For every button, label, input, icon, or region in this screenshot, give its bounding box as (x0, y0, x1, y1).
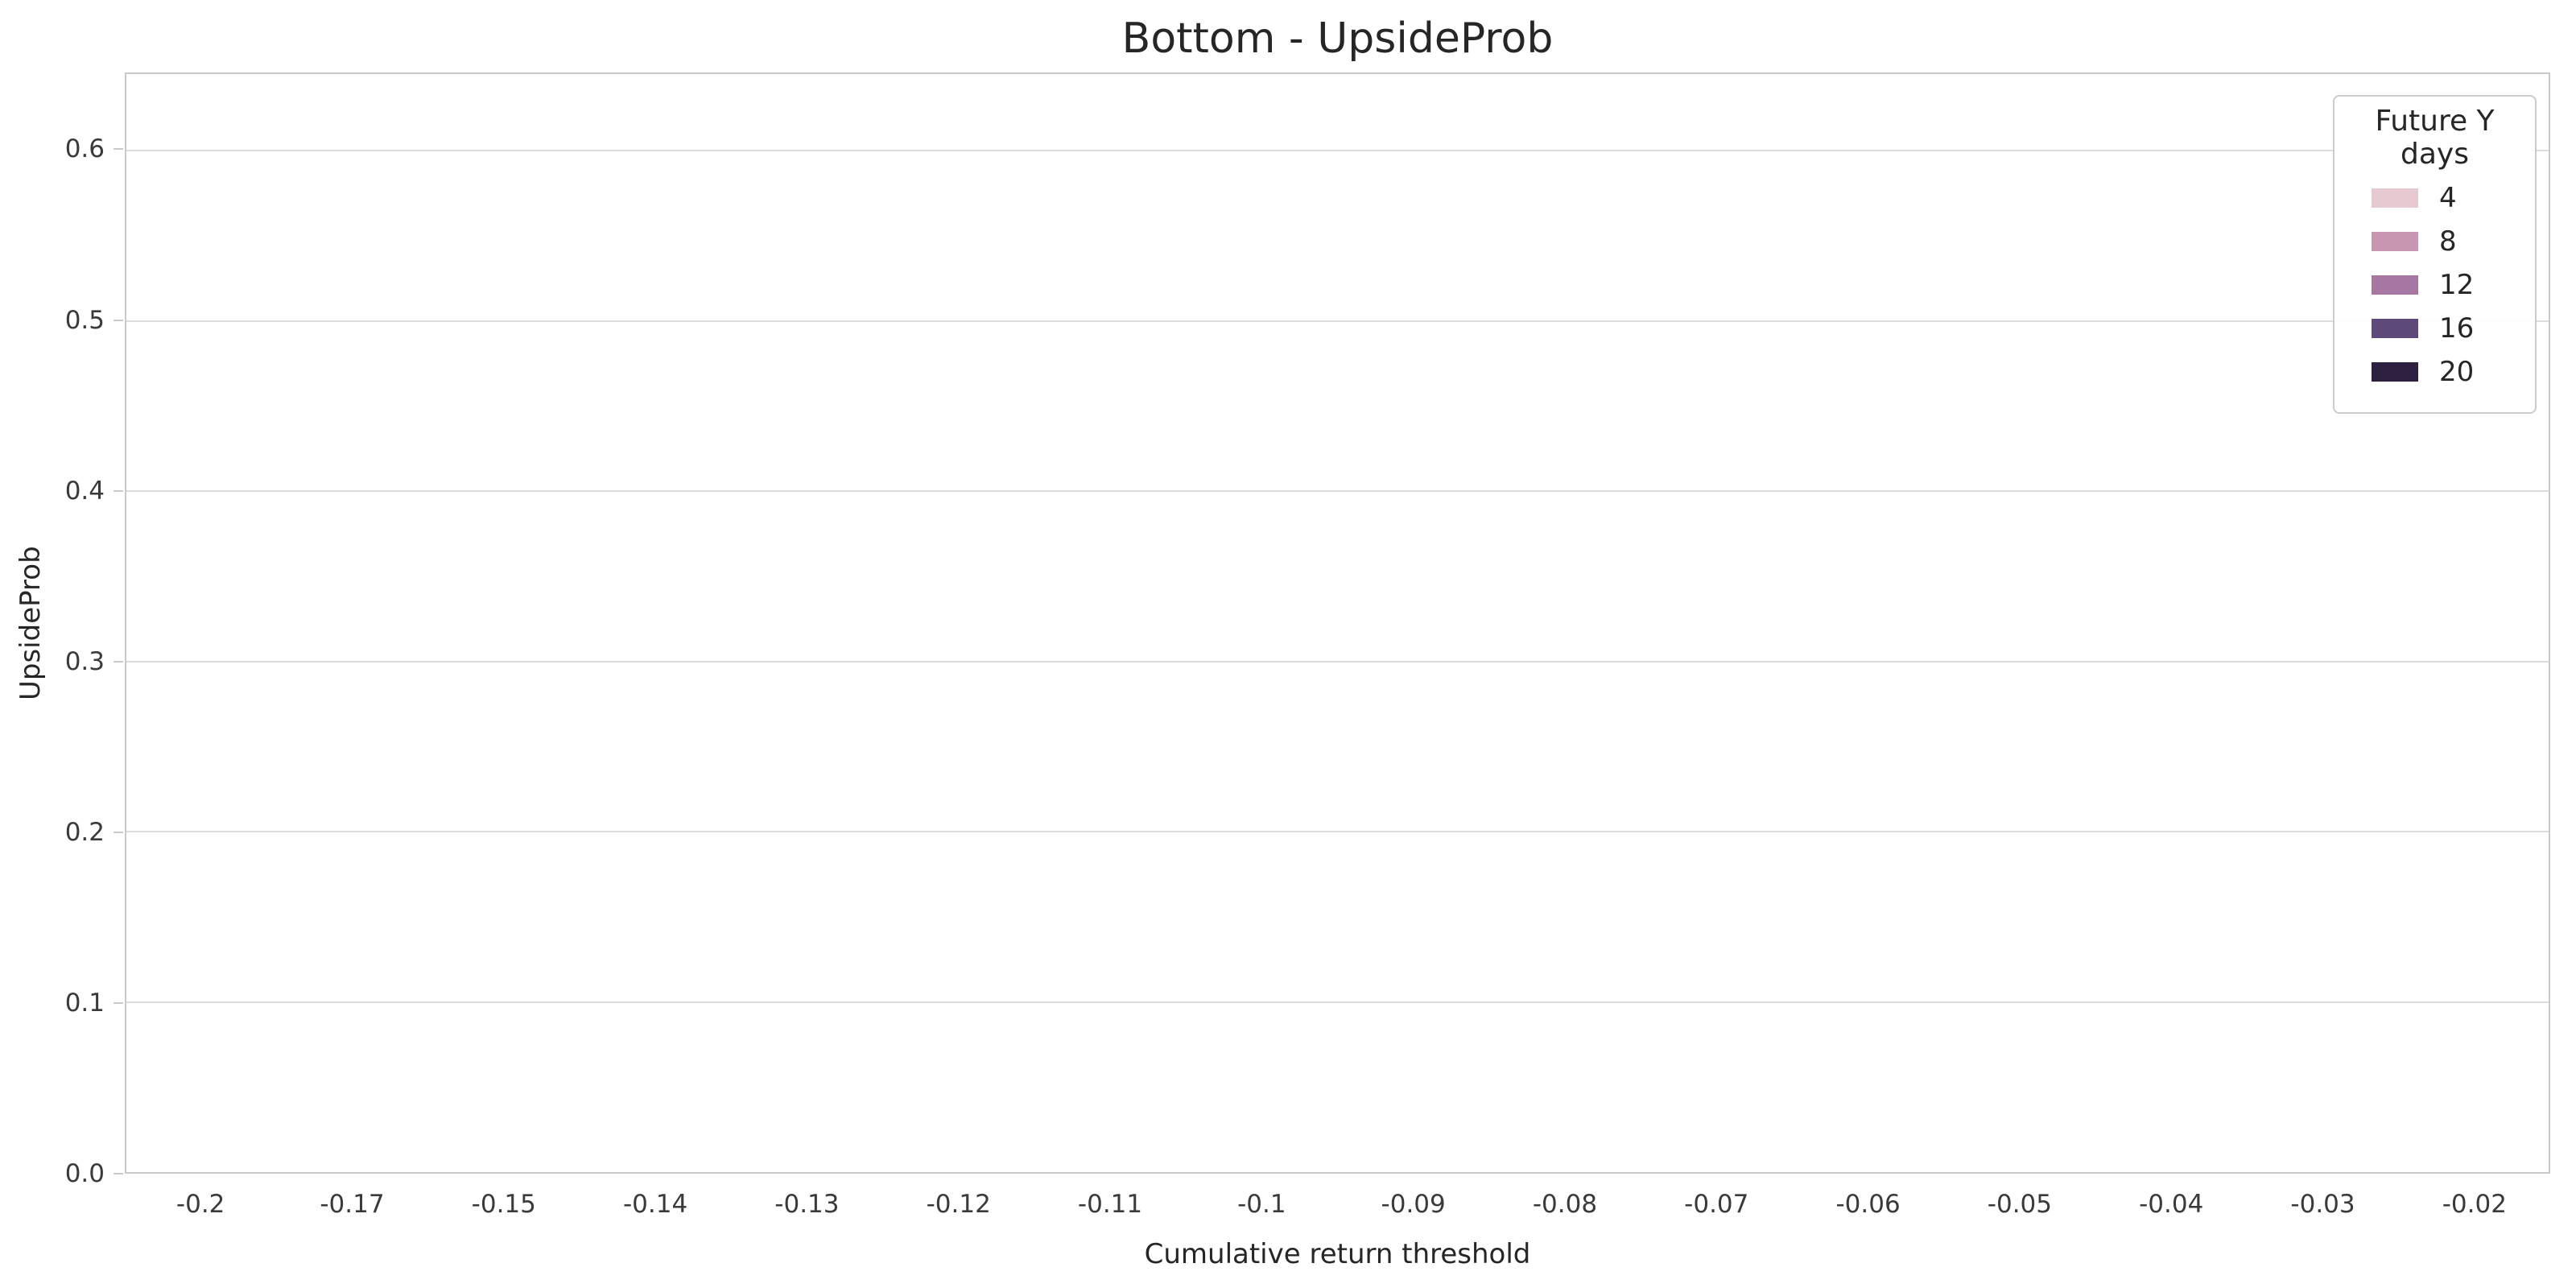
legend-entry-8: 8 (2372, 225, 2520, 258)
x-tick-label: -0.17 (320, 1190, 385, 1219)
gridline-y-0.5 (126, 320, 2549, 322)
legend-entry-20: 20 (2372, 356, 2520, 388)
gridline-y-0.4 (126, 490, 2549, 493)
y-tick-label: 0.3 (64, 646, 105, 676)
legend-entry-4: 4 (2372, 182, 2520, 214)
legend-swatch (2372, 319, 2418, 338)
y-tick-mark (114, 1001, 123, 1004)
legend-swatch (2372, 188, 2418, 208)
x-tick-label: -0.12 (926, 1190, 991, 1219)
x-tick-label: -0.1 (1237, 1190, 1286, 1219)
legend-entry-12: 12 (2372, 269, 2520, 301)
x-tick-label: -0.07 (1684, 1190, 1749, 1219)
legend-swatch (2372, 232, 2418, 251)
y-tick-label: 0.6 (64, 134, 105, 164)
legend-entry-16: 16 (2372, 312, 2520, 345)
gridline-y-0.6 (126, 150, 2549, 152)
x-axis-label: Cumulative return threshold (1144, 1238, 1531, 1270)
legend-entry-label: 16 (2439, 312, 2475, 345)
x-tick-label: -0.2 (175, 1190, 225, 1219)
x-tick-label: -0.04 (2139, 1190, 2204, 1219)
x-tick-label: -0.14 (622, 1190, 688, 1219)
y-tick-mark (114, 831, 123, 833)
y-tick-mark (114, 489, 123, 492)
y-axis-label: UpsideProb (14, 546, 47, 700)
legend-swatch (2372, 275, 2418, 295)
y-tick-mark (114, 148, 123, 151)
legend-title: Future Y days (2375, 105, 2495, 171)
y-tick-mark (114, 319, 123, 321)
chart-title: Bottom - UpsideProb (1121, 14, 1554, 63)
legend-entry-label: 8 (2439, 225, 2457, 258)
x-tick-label: -0.02 (2442, 1190, 2507, 1219)
legend: Future Y days 4 8 12 16 20 (2333, 95, 2537, 414)
gridline-y-0.2 (126, 831, 2549, 833)
x-tick-label: -0.06 (1835, 1190, 1901, 1219)
y-tick-mark (114, 1173, 123, 1174)
legend-swatch (2372, 362, 2418, 382)
x-tick-label: -0.08 (1532, 1190, 1598, 1219)
legend-entry-label: 20 (2439, 356, 2475, 388)
plot-area (125, 72, 2550, 1174)
legend-entry-label: 4 (2439, 182, 2457, 214)
x-tick-label: -0.15 (471, 1190, 536, 1219)
y-tick-mark (114, 660, 123, 663)
gridline-y-0.1 (126, 1001, 2549, 1003)
x-tick-label: -0.13 (774, 1190, 840, 1219)
x-tick-label: -0.03 (2290, 1190, 2355, 1219)
x-tick-label: -0.11 (1077, 1190, 1143, 1219)
legend-entry-label: 12 (2439, 269, 2475, 301)
x-tick-label: -0.09 (1381, 1190, 1446, 1219)
y-tick-label: 0.4 (64, 476, 105, 506)
x-tick-label: -0.05 (1987, 1190, 2053, 1219)
y-tick-label: 0.0 (64, 1159, 105, 1188)
y-tick-label: 0.1 (64, 988, 105, 1018)
y-tick-label: 0.2 (64, 817, 105, 847)
y-tick-label: 0.5 (64, 305, 105, 335)
gridline-y-0.3 (126, 660, 2549, 663)
